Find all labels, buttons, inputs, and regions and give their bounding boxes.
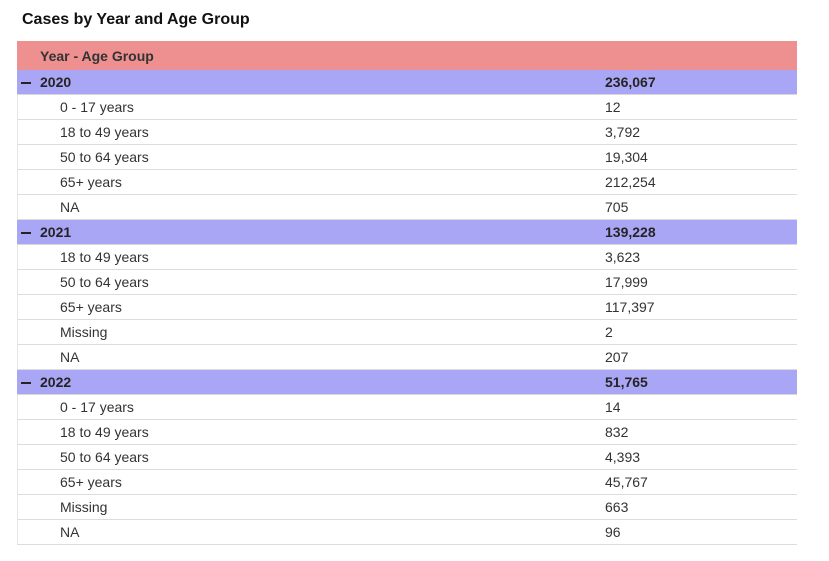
row-value: 3,792 <box>605 124 641 140</box>
child-row: 18 to 49 years 3,623 <box>17 245 797 270</box>
row-label: 65+ years <box>60 299 122 315</box>
header-label: Year - Age Group <box>40 47 154 64</box>
collapse-toggle[interactable] <box>21 82 31 84</box>
row-label: 50 to 64 years <box>60 149 149 165</box>
child-row: 65+ years 45,767 <box>17 470 797 495</box>
collapse-toggle[interactable] <box>21 232 31 234</box>
row-value: 19,304 <box>605 149 648 165</box>
child-row: Missing 663 <box>17 495 797 520</box>
child-row: 18 to 49 years 3,792 <box>17 120 797 145</box>
row-value: 212,254 <box>605 174 656 190</box>
row-label: 65+ years <box>60 474 122 490</box>
row-value: 832 <box>605 424 629 440</box>
child-row: 50 to 64 years 17,999 <box>17 270 797 295</box>
row-value: 3,623 <box>605 249 641 265</box>
child-row: 65+ years 117,397 <box>17 295 797 320</box>
row-value: 117,397 <box>605 299 655 315</box>
row-label: NA <box>60 349 80 365</box>
group-label: 2021 <box>40 224 72 240</box>
row-label: 18 to 49 years <box>60 424 149 440</box>
row-value: 663 <box>605 499 629 515</box>
row-label: 18 to 49 years <box>60 124 149 140</box>
row-value: 4,393 <box>605 449 641 465</box>
row-value: 207 <box>605 349 629 365</box>
group-label: 2022 <box>40 374 72 390</box>
row-value: 45,767 <box>605 474 648 490</box>
row-label: NA <box>60 199 80 215</box>
row-value: 12 <box>605 99 621 115</box>
row-label: 50 to 64 years <box>60 274 149 290</box>
group-total: 236,067 <box>605 74 656 90</box>
row-label: NA <box>60 524 80 540</box>
child-row: NA 96 <box>17 520 797 545</box>
row-value: 2 <box>605 324 613 340</box>
collapse-toggle[interactable] <box>21 382 31 384</box>
row-label: 18 to 49 years <box>60 249 149 265</box>
row-label: 65+ years <box>60 174 122 190</box>
child-row: 50 to 64 years 4,393 <box>17 445 797 470</box>
child-row: 0 - 17 years 12 <box>17 95 797 120</box>
row-label: Missing <box>60 499 108 515</box>
matrix-table: Year - Age Group 2020 236,067 0 - 17 years… <box>17 41 797 545</box>
child-row: 0 - 17 years 14 <box>17 395 797 420</box>
group-row: 2022 51,765 <box>17 370 797 395</box>
visual-title: Cases by Year and Age Group <box>22 11 250 28</box>
child-row: 65+ years 212,254 <box>17 170 797 195</box>
child-row: 18 to 49 years 832 <box>17 420 797 445</box>
group-row: 2021 139,228 <box>17 220 797 245</box>
row-value: 96 <box>605 524 621 540</box>
group-row: 2020 236,067 <box>17 70 797 95</box>
row-value: 705 <box>605 199 629 215</box>
row-label: 0 - 17 years <box>60 399 134 415</box>
row-label: 0 - 17 years <box>60 99 134 115</box>
group-label: 2020 <box>40 74 72 90</box>
child-row: NA 207 <box>17 345 797 370</box>
group-total: 51,765 <box>605 374 648 390</box>
group-total: 139,228 <box>605 224 656 240</box>
row-value: 17,999 <box>605 274 648 290</box>
row-value: 14 <box>605 399 621 415</box>
child-row: NA 705 <box>17 195 797 220</box>
row-label: 50 to 64 years <box>60 449 149 465</box>
header-row: Year - Age Group <box>17 41 797 70</box>
child-row: Missing 2 <box>17 320 797 345</box>
child-row: 50 to 64 years 19,304 <box>17 145 797 170</box>
row-label: Missing <box>60 324 108 340</box>
